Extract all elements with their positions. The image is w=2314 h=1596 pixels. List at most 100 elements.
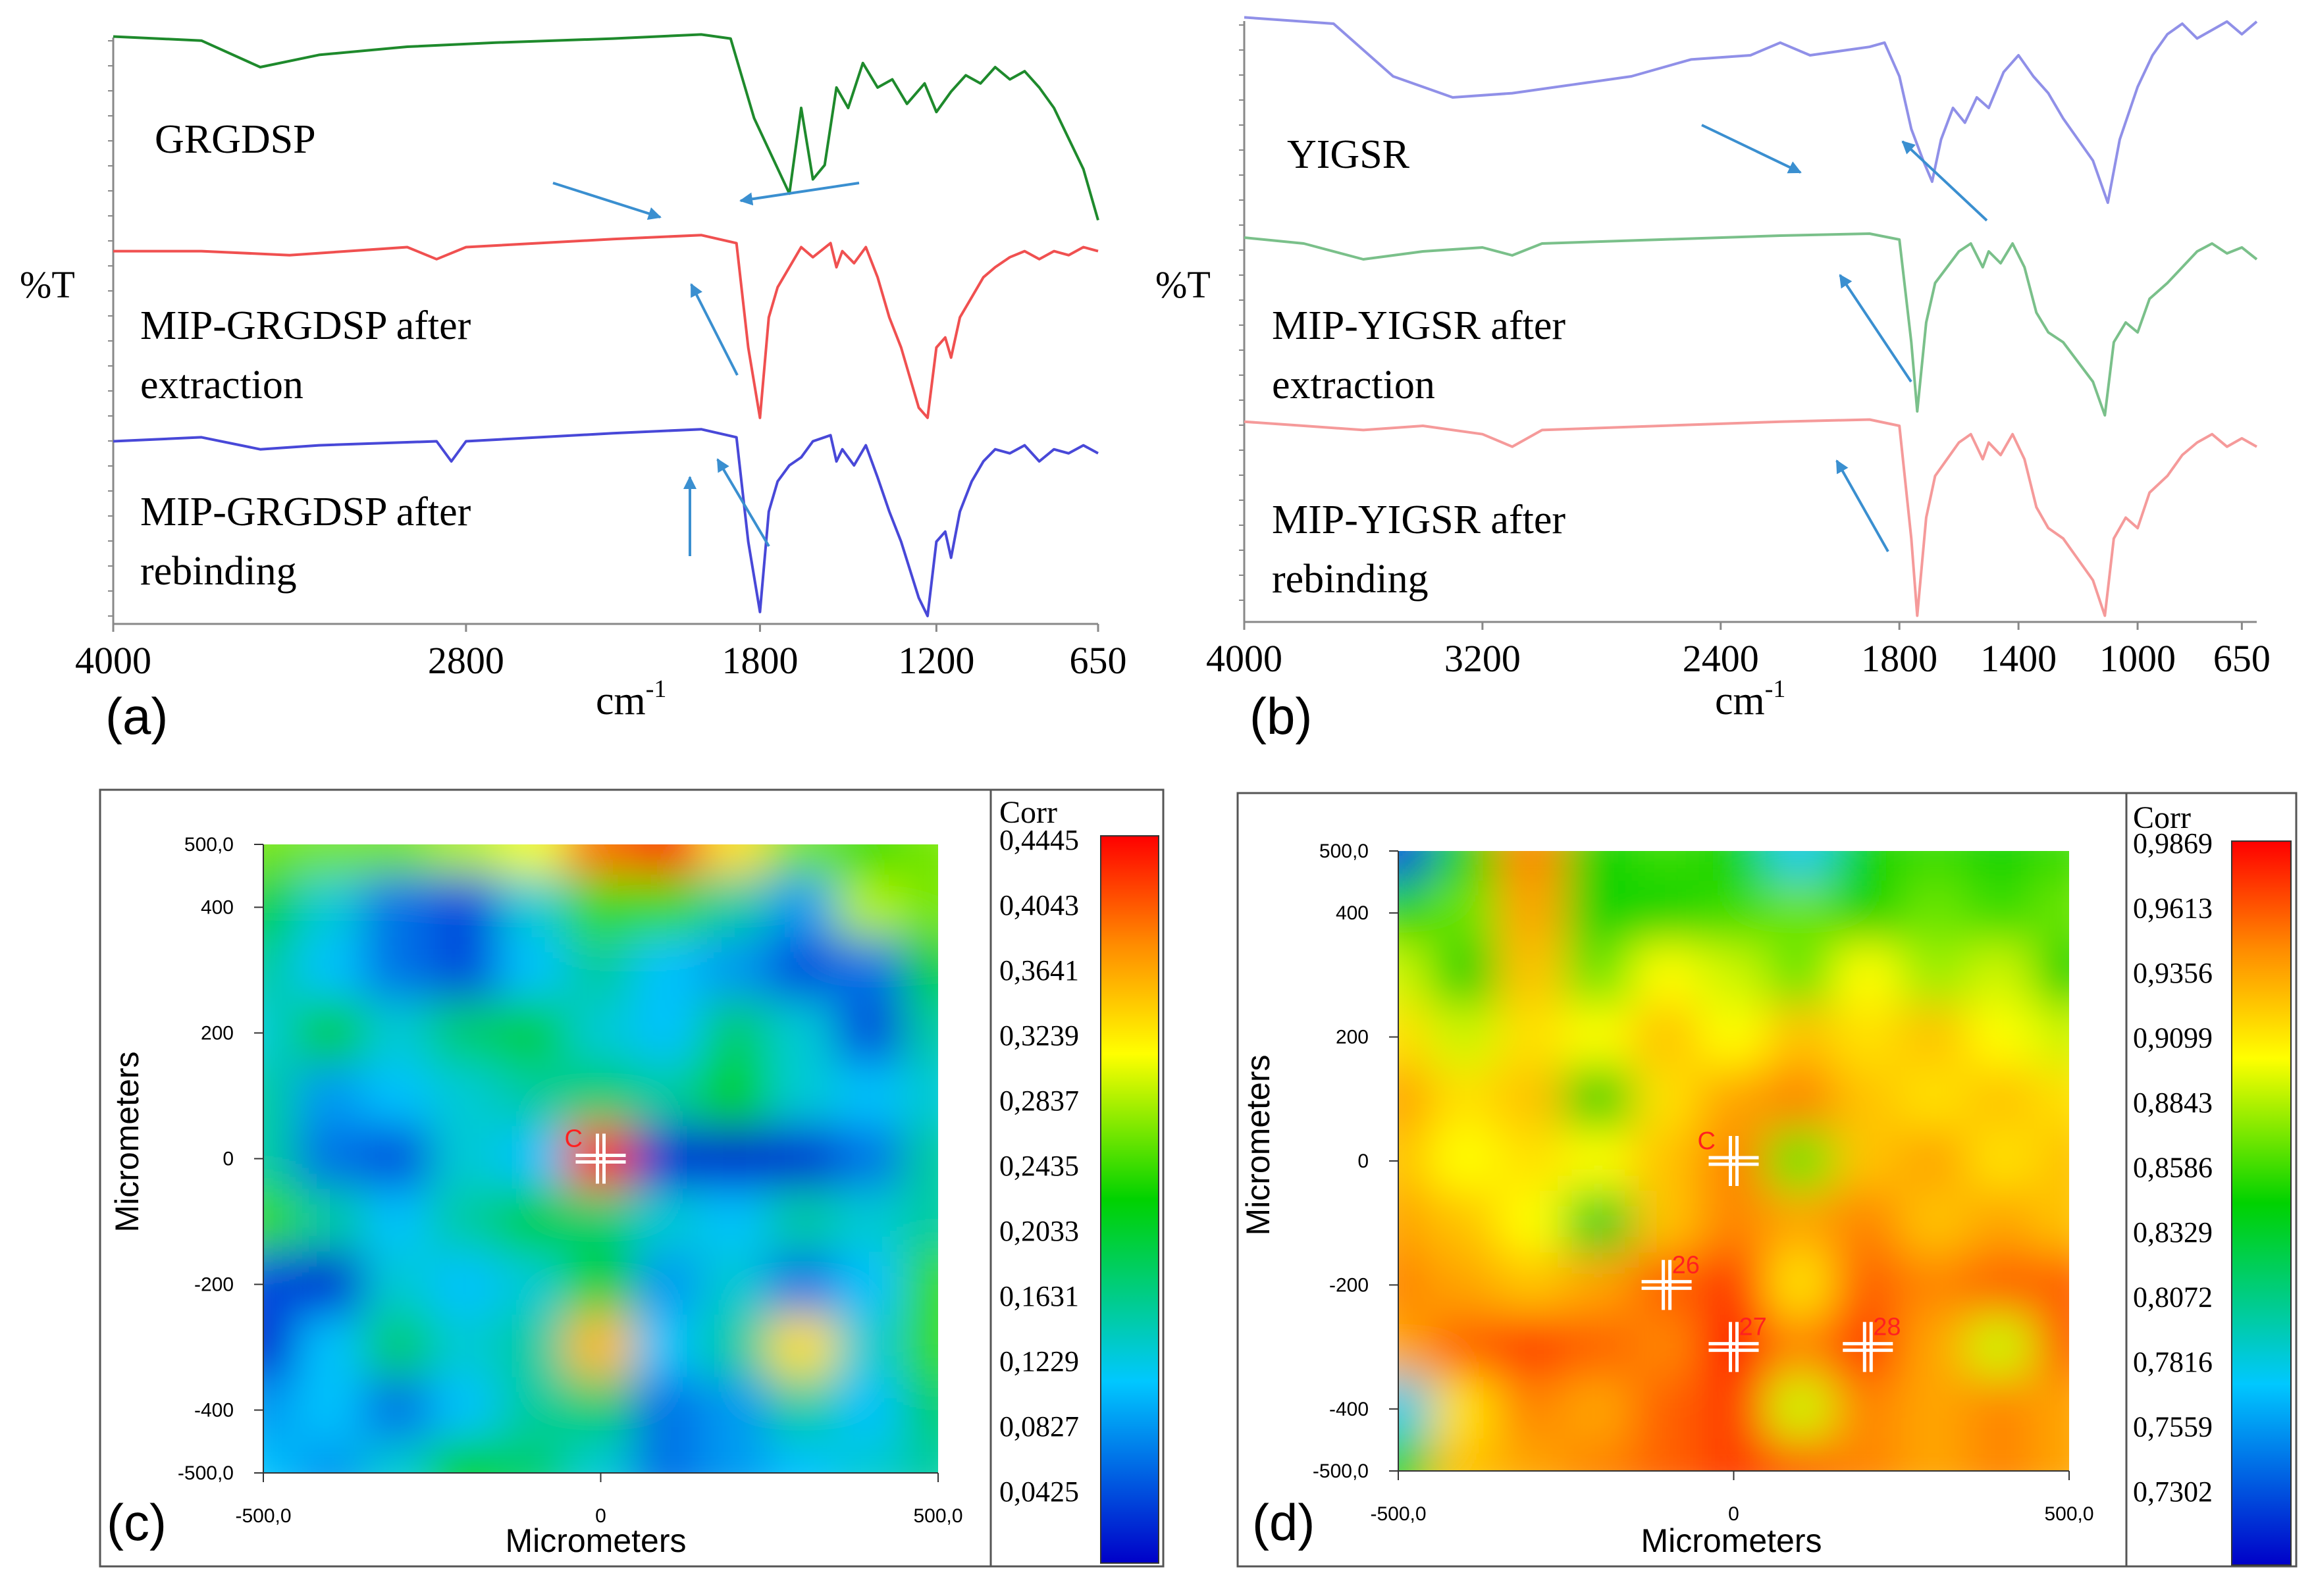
d-heat-cell <box>1900 1191 1970 1256</box>
c-heat-cell <box>700 937 771 1003</box>
c-heat-cell <box>768 1314 839 1380</box>
panel-d-colorbar-ticks: 0,9869 0,9613 0,9356 0,9099 0,8843 0,8586 0,83… <box>2133 827 2213 1508</box>
c-colorbar-tick-label: 0,0425 <box>999 1476 1079 1508</box>
a-x-tick-label: 2800 <box>428 639 504 682</box>
d-colorbar-tick-label: 0,9869 <box>2133 827 2213 860</box>
d-heat-cell <box>1564 1004 1635 1069</box>
d-colorbar-tick-label: 0,8586 <box>2133 1152 2213 1184</box>
d-heat-cell <box>1833 1376 1903 1441</box>
c-heat-cell <box>633 937 704 1003</box>
panel-c-colorbar-title: Corr <box>999 795 1057 830</box>
c-heat-cell <box>835 1440 906 1473</box>
panel-a-y-minor-ticks <box>108 40 113 617</box>
d-heat-cell <box>1497 851 1567 884</box>
d-heat-cell <box>1398 1376 1433 1441</box>
c-heat-cell <box>363 844 434 877</box>
c-heat-cell <box>768 874 839 940</box>
c-heat-cell <box>498 1440 569 1473</box>
c-heat-cell <box>363 1189 434 1254</box>
c-heat-cell <box>431 1314 501 1380</box>
a-x-tick-label: 1800 <box>722 639 798 682</box>
label-mip-grgdsp-extraction-line2: extraction <box>140 363 303 407</box>
d-heat-cell <box>1833 1004 1903 1069</box>
c-colorbar-tick-label: 0,2435 <box>999 1150 1079 1182</box>
c-heat-cell <box>903 1189 938 1254</box>
c-heat-cell <box>768 1000 839 1066</box>
d-heat-cell <box>1631 1376 1702 1441</box>
c-heat-cell <box>903 1251 938 1318</box>
b-series-line-3 <box>1244 418 2257 617</box>
d-heat-cell <box>1564 1314 1635 1379</box>
correlation-map-panel-d: -500,0 0 500,0 500,0 400 200 0 -200 -400 -500,0 C… <box>1236 792 2298 1568</box>
panel-d-heatmap-area <box>1398 851 2069 1471</box>
c-heat-cell <box>700 1314 771 1380</box>
c-heat-cell <box>835 874 906 940</box>
d-heat-cell <box>1631 1128 1702 1194</box>
d-heat-cell <box>1967 1128 2038 1194</box>
d-heat-cell <box>1564 1066 1635 1131</box>
c-heat-cell <box>363 1440 434 1473</box>
c-heat-cell <box>498 1314 569 1380</box>
d-cross-marker: 26 <box>1641 1251 1700 1310</box>
c-y-tick-label: -400 <box>194 1400 234 1422</box>
d-heat-cell <box>1631 1066 1702 1131</box>
ir-spectrum-panel-a: 4000 2800 1800 1200 650 %T cm-1 GRGDSP MIP-G… <box>20 33 1127 745</box>
d-heat-cell <box>1698 1252 1769 1318</box>
d-y-tick-label: 200 <box>1336 1027 1369 1048</box>
d-heat-cell <box>1967 942 2038 1008</box>
c-heat-cell <box>296 844 366 877</box>
panel-a-labels: GRGDSP MIP-GRGDSP after extraction MIP-G… <box>140 117 471 594</box>
label-mip-grgdsp-extraction-line1: MIP-GRGDSP after <box>140 303 471 348</box>
arrow-icon <box>690 283 739 376</box>
c-colorbar-tick-label: 0,1631 <box>999 1280 1079 1312</box>
d-heat-cell <box>1900 1438 1970 1471</box>
b-x-tick-label: 1000 <box>2099 637 2176 680</box>
d-heat-cell <box>1766 1376 1836 1441</box>
c-colorbar-tick-label: 0,1229 <box>999 1345 1079 1377</box>
c-heat-cell <box>835 844 906 877</box>
c-heat-cell <box>296 1063 366 1129</box>
d-heat-cell <box>1564 1191 1635 1256</box>
c-heat-cell <box>700 844 771 877</box>
correlation-map-panel-c: -500,0 0 500,0 500,0 400 200 0 -200 -400 -500,0 C… <box>99 788 1165 1568</box>
d-heat-cell <box>1497 1066 1567 1131</box>
d-colorbar-tick-label: 0,9356 <box>2133 957 2213 989</box>
label-grgdsp: GRGDSP <box>155 117 316 162</box>
panel-c-colorbar <box>1100 835 1159 1564</box>
d-heat-cell <box>1833 1191 1903 1256</box>
c-heat-cell <box>431 1063 501 1129</box>
c-heat-cell <box>835 1125 906 1192</box>
d-heat-cell <box>1900 1376 1970 1441</box>
crosshair-icon <box>1641 1260 1692 1310</box>
c-heat-cell <box>263 937 299 1003</box>
d-heat-cell <box>1967 1004 2038 1069</box>
panel-b-series <box>1244 16 2258 617</box>
d-heat-cell <box>1833 1252 1903 1318</box>
d-y-tick-label: 0 <box>1357 1150 1369 1172</box>
d-heat-cell <box>1430 1128 1500 1194</box>
panel-c-letter: (c) <box>107 1493 167 1551</box>
d-heat-cell <box>2034 851 2069 884</box>
panel-d-colorbar-title: Corr <box>2133 800 2191 835</box>
d-heat-cell <box>1900 1128 1970 1194</box>
d-heat-cell <box>1967 1376 2038 1441</box>
d-heat-cell <box>1398 851 1433 884</box>
c-heat-cell <box>296 1440 366 1473</box>
d-heat-cell <box>1698 942 1769 1008</box>
d-heat-cell <box>1698 1191 1769 1256</box>
d-heat-cell <box>1564 1376 1635 1441</box>
panel-a-x-ticks: 4000 2800 1800 1200 650 <box>75 624 1127 682</box>
d-colorbar-tick-label: 0,8843 <box>2133 1087 2213 1119</box>
d-heat-cell <box>1564 881 1635 946</box>
c-heat-cell <box>768 937 839 1003</box>
c-heat-cell <box>296 937 366 1003</box>
panel-b-x-ticks: 4000 3200 2400 1800 1400 1000 650 <box>1206 622 2271 680</box>
c-heat-cell <box>565 937 636 1003</box>
d-heat-cell <box>1398 1128 1433 1194</box>
c-heat-cell <box>498 1189 569 1254</box>
c-heat-cell <box>903 1000 938 1066</box>
d-heat-cell <box>1967 1191 2038 1256</box>
d-heat-cell <box>1766 1438 1836 1471</box>
c-heat-cell <box>768 1251 839 1318</box>
